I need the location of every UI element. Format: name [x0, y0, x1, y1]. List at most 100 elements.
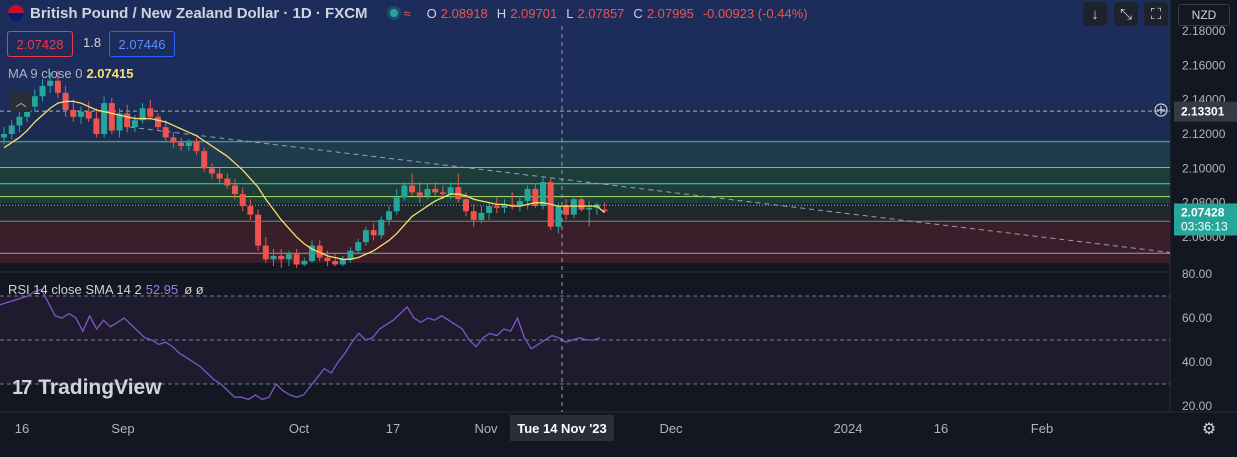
candle-body — [301, 261, 308, 265]
candle-body — [255, 214, 262, 246]
candle-body — [439, 192, 446, 195]
rsi-pane — [0, 288, 1170, 401]
arrow-down-icon: ↓ — [1091, 5, 1099, 23]
x-tick-label: Sep — [111, 421, 134, 436]
candle-body — [108, 103, 115, 131]
candle-body — [401, 185, 408, 198]
candle-body — [116, 113, 123, 131]
fullscreen-button[interactable]: ⛶ — [1144, 2, 1168, 26]
candle-body — [509, 204, 516, 207]
crosshair-price-value: 2.13301 — [1181, 105, 1225, 119]
trendline — [129, 126, 1171, 253]
candle-body — [1, 134, 7, 138]
crosshair — [561, 26, 1168, 412]
x-tick-label: Nov — [474, 421, 498, 436]
currency-selector[interactable]: NZD — [1178, 4, 1230, 26]
candle-body — [447, 187, 454, 195]
trend-line — [129, 126, 1171, 253]
zone-teal — [0, 140, 1170, 166]
candle-body — [416, 192, 423, 196]
ma-legend[interactable]: MA 9 close 0 2.07415 — [8, 66, 133, 81]
close-label: C — [633, 5, 643, 21]
zone-blue — [0, 107, 1170, 140]
candle-body — [147, 108, 154, 117]
buy-button[interactable]: 2.07446 — [109, 31, 175, 57]
compress-button[interactable]: ⤡ — [1114, 2, 1138, 26]
candle-body — [193, 140, 200, 152]
candle-body — [463, 199, 469, 212]
time-axis: 16 Sep Oct 17 Nov Dec 2024 16 Feb Tue 14 Nov '23 — [15, 415, 1053, 441]
x-tick-label: 16 — [934, 421, 948, 436]
candle-body — [70, 109, 77, 117]
candle-body — [393, 197, 400, 212]
compress-icon: ⤡ — [1119, 5, 1132, 23]
candle-body — [540, 182, 546, 207]
candle-body — [578, 199, 585, 210]
logo-text: TradingView — [38, 376, 162, 399]
market-open-icon — [389, 9, 398, 17]
candle-body — [162, 127, 169, 138]
low-value: 2.07857 — [577, 5, 625, 21]
rsi-extra: ø ø — [184, 282, 204, 297]
crosshair-date-tag — [510, 415, 614, 441]
zone-green — [0, 166, 1170, 203]
candle-body — [293, 254, 300, 265]
price-tag — [1174, 203, 1237, 236]
candle-body — [216, 173, 223, 179]
horizontal-levels — [0, 110, 1170, 254]
candle-body — [78, 111, 84, 117]
rsi-legend[interactable]: RSI 14 close SMA 14 2 52.95 ø ø — [8, 282, 204, 297]
high-value: 2.09701 — [510, 5, 558, 21]
candle-body — [101, 103, 108, 134]
candle-body — [201, 151, 208, 169]
sell-button[interactable]: 2.07428 — [7, 31, 73, 57]
crosshair-price-tag — [1174, 101, 1237, 122]
candle-body — [324, 257, 331, 262]
candle-body — [478, 212, 485, 220]
candle-body — [54, 80, 61, 93]
price-tag-value: 2.07428 — [1181, 205, 1225, 219]
candle-body — [347, 250, 354, 260]
candle-body — [555, 206, 562, 227]
tv-mark-icon: 17 — [12, 376, 32, 399]
symbol-title[interactable]: British Pound / New Zealand Dollar · 1D … — [30, 4, 368, 22]
rsi-tick-label: 80.00 — [1182, 267, 1212, 281]
candle-body — [155, 116, 161, 128]
high-label: H — [496, 5, 507, 21]
candle-body — [524, 188, 531, 201]
candle-body — [232, 185, 238, 195]
candle-body — [178, 142, 185, 147]
candle-body — [31, 96, 38, 107]
settings-button[interactable]: ⚙ — [1198, 418, 1220, 440]
ma-value: 2.07415 — [86, 66, 134, 81]
candle-body — [285, 254, 292, 260]
wave-icon: ≈ — [403, 5, 411, 21]
collapse-legend-button[interactable]: ︿ — [10, 92, 32, 112]
candle-body — [278, 255, 285, 260]
candle-body — [85, 111, 92, 119]
ma-line — [3, 100, 606, 260]
candle-body — [501, 204, 508, 208]
y-tick-label: 2.18000 — [1182, 24, 1226, 38]
arrow-down-button[interactable]: ↓ — [1083, 2, 1107, 26]
candle-body — [601, 209, 608, 212]
ma-polyline — [3, 100, 606, 260]
open-label: O — [426, 5, 437, 21]
x-tick-label: Oct — [289, 421, 310, 436]
rsi-value: 52.95 — [145, 282, 179, 297]
zone-red — [0, 224, 1170, 263]
candle-body — [208, 168, 215, 174]
change-value: -0.00923 (-0.44%) — [702, 5, 808, 21]
candles — [1, 70, 608, 268]
x-tick-label: Feb — [1031, 421, 1053, 436]
candle-body — [170, 137, 177, 143]
tradingview-logo[interactable]: 17 TradingView — [12, 376, 162, 400]
crosshair-plus-icon — [1154, 103, 1168, 117]
candle-body — [224, 178, 231, 186]
candle-body — [493, 206, 500, 208]
x-tick-label: 17 — [386, 421, 400, 436]
candle-body — [185, 140, 192, 147]
candle-body — [486, 206, 493, 213]
candle-body — [339, 259, 346, 265]
